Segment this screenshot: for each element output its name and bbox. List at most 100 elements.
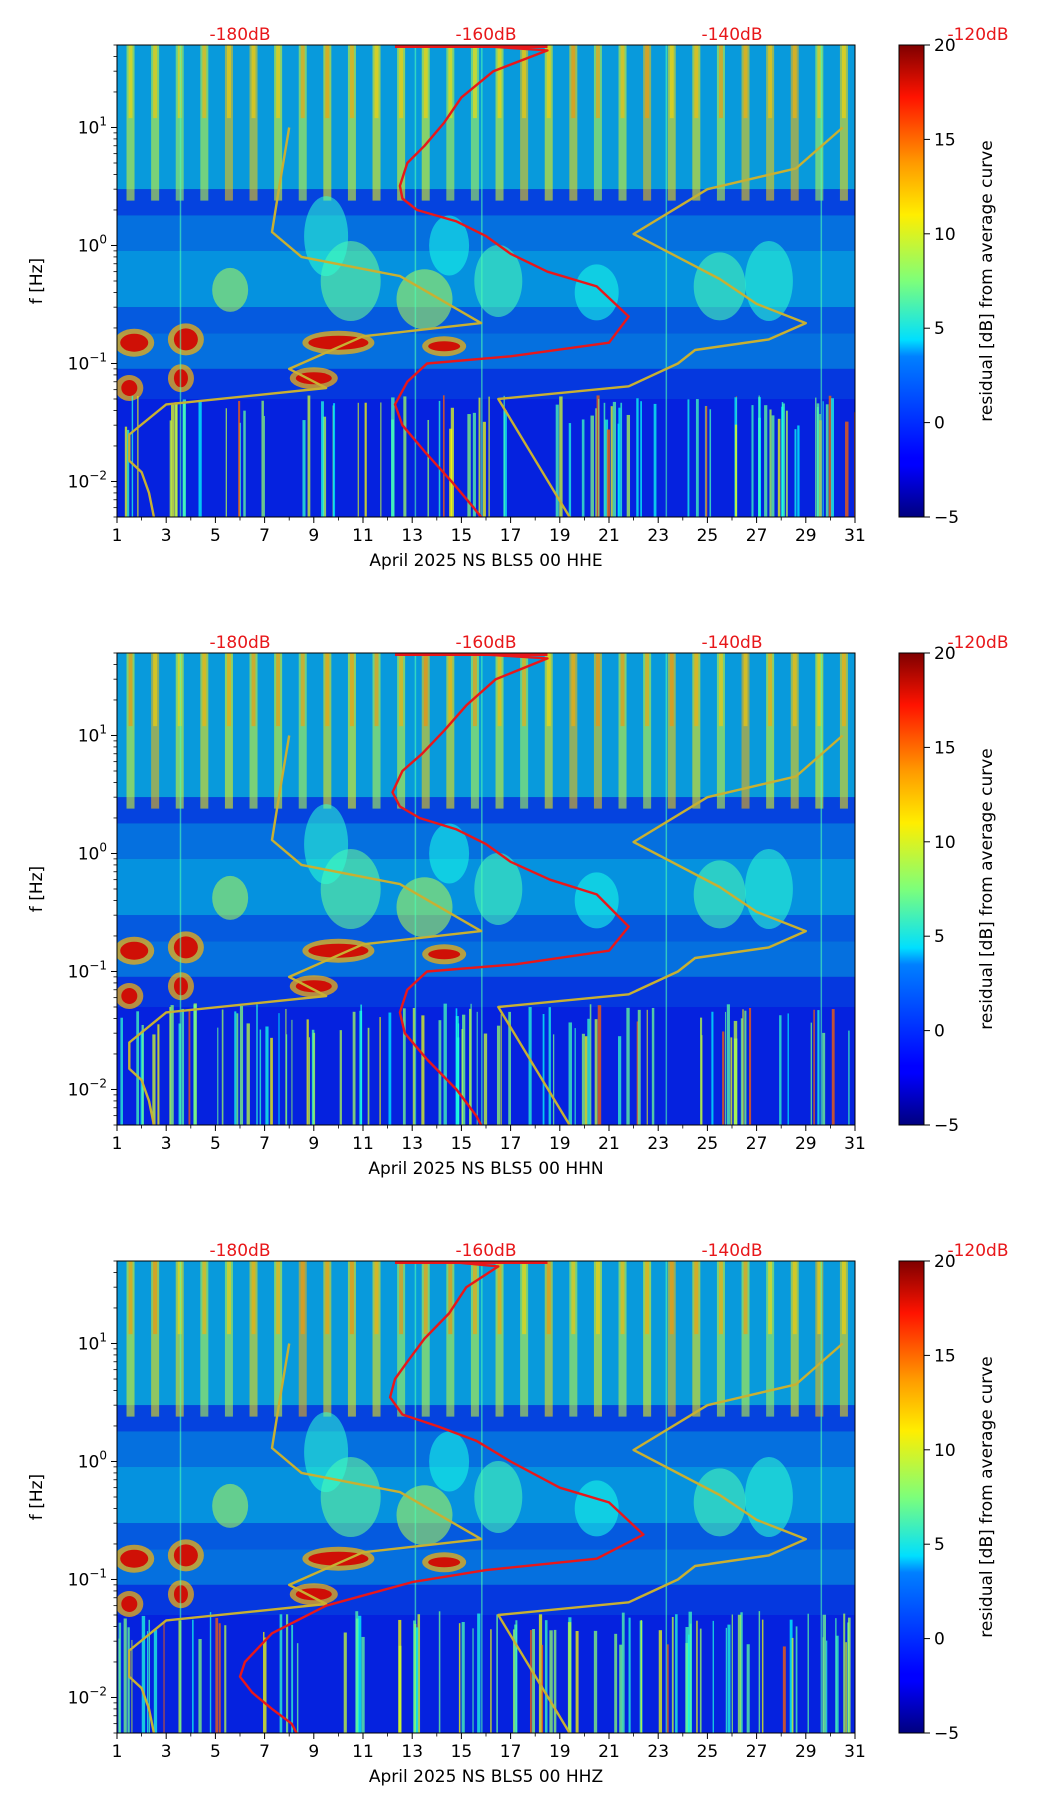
y-tick-label: 100 (78, 232, 107, 256)
diurnal-stripe-core (251, 45, 256, 119)
lowfreq-streak (598, 398, 600, 517)
diurnal-stripe-core (743, 1261, 748, 1335)
lowfreq-streak (157, 1024, 160, 1125)
lowfreq-streak (438, 1611, 441, 1733)
y-tick-base: 10 (78, 726, 100, 746)
x-tick-label: 17 (500, 1134, 522, 1154)
lowfreq-streak (653, 403, 657, 517)
diurnal-stripe-core (669, 653, 674, 727)
diurnal-stripe-core (841, 653, 846, 727)
x-tick-label: 19 (549, 1134, 571, 1154)
diurnal-stripe-core (374, 653, 379, 727)
lowfreq-streak (617, 423, 620, 517)
x-tick-label: 29 (795, 526, 817, 546)
lowfreq-streak (239, 1006, 244, 1125)
microseism-patch (429, 215, 470, 276)
lowfreq-streak (153, 1629, 158, 1733)
y-tick-label: 101 (78, 1330, 107, 1354)
curves (128, 45, 844, 517)
diurnal-stripe-core (325, 1261, 330, 1335)
y-tick-exponent: 0 (99, 840, 107, 854)
lowfreq-streak (813, 1009, 815, 1125)
lowfreq-streak (587, 1018, 590, 1125)
colorbar-label: residual [dB] from average curve (977, 140, 997, 421)
lowfreq-streak (514, 1624, 518, 1733)
lowfreq-streak (666, 1644, 669, 1733)
db-tick-label: -120dB (947, 25, 1008, 45)
diurnal-stripe-core (497, 45, 502, 119)
lowfreq-streak (339, 1030, 342, 1125)
event-line (820, 45, 823, 517)
microseism-patch (474, 1461, 523, 1533)
lowfreq-streak (449, 428, 453, 517)
lowfreq-streak (671, 1616, 674, 1733)
diurnal-stripe (495, 45, 504, 201)
diurnal-stripe-core (202, 45, 207, 119)
x-tick-label: 31 (844, 526, 866, 546)
spectrogram-band (117, 1615, 855, 1733)
microseism-patch (574, 1480, 619, 1537)
lowfreq-streak (740, 1612, 743, 1733)
diurnal-stripe-core (595, 45, 600, 119)
lowfreq-streak (307, 395, 311, 517)
event-line (414, 1261, 417, 1733)
diurnal-stripe (790, 45, 799, 201)
lowfreq-streak (705, 406, 708, 517)
colorbar-tick-label: −5 (934, 1724, 959, 1744)
hotspot (295, 980, 332, 993)
hotspot (428, 1557, 461, 1568)
y-tick-label: 101 (78, 722, 107, 746)
microseism-patch (693, 860, 746, 929)
lowfreq-streak (333, 403, 336, 517)
diurnal-stripe-core (718, 45, 723, 119)
lowfreq-streak (529, 1630, 532, 1733)
diurnal-stripe-core (325, 45, 330, 119)
lowfreq-streak (590, 415, 594, 517)
x-tick-label: 9 (308, 526, 319, 546)
diurnal-stripe (766, 45, 775, 201)
lowfreq-streak (131, 395, 134, 517)
lowfreq-streak (181, 1008, 185, 1125)
lowfreq-streak (532, 1629, 535, 1733)
lowfreq-streak (458, 1623, 461, 1733)
lowfreq-streak (612, 401, 617, 517)
diurnal-stripe-core (718, 1261, 723, 1335)
lowfreq-streak (308, 1037, 310, 1125)
lowfreq-streak (538, 1614, 543, 1733)
diurnal-stripe (741, 1261, 750, 1417)
lowfreq-streak (141, 1615, 146, 1733)
lowfreq-streak (477, 1613, 481, 1733)
lowfreq-streak (845, 1642, 847, 1733)
lowfreq-streak (789, 1619, 793, 1733)
lowfreq-streak (218, 1623, 221, 1733)
lowfreq-streak (819, 414, 821, 517)
lowfreq-streak (192, 1619, 194, 1733)
lowfreq-streak (170, 1005, 174, 1125)
diurnal-stripe (200, 653, 209, 809)
diurnal-stripe (815, 653, 824, 809)
lowfreq-streak (124, 426, 128, 517)
microseism-patch (304, 1412, 349, 1493)
diurnal-stripe (667, 653, 676, 809)
diurnal-stripe (347, 45, 356, 201)
diurnal-stripe-core (349, 653, 354, 727)
diurnal-stripe-core (497, 653, 502, 727)
spectrogram-heatmap (117, 45, 855, 517)
lowfreq-streak (782, 1646, 786, 1733)
y-tick-label: 10−1 (68, 958, 107, 982)
lowfreq-streak (843, 1613, 846, 1733)
lowfreq-streak (278, 1013, 280, 1125)
diurnal-stripe (200, 45, 209, 201)
y-tick-label: 100 (78, 1448, 107, 1472)
lowfreq-streak (791, 1637, 794, 1733)
lowfreq-streak (402, 1008, 406, 1125)
y-tick-label: 10−1 (68, 350, 107, 374)
x-tick-label: 15 (451, 526, 473, 546)
microseism-patch (212, 1483, 249, 1528)
diurnal-stripe (151, 45, 160, 201)
hotspot (120, 941, 149, 960)
lowfreq-streak (758, 1611, 761, 1733)
colorbar-tick-label: 5 (934, 319, 945, 339)
lowfreq-streak (442, 395, 445, 517)
